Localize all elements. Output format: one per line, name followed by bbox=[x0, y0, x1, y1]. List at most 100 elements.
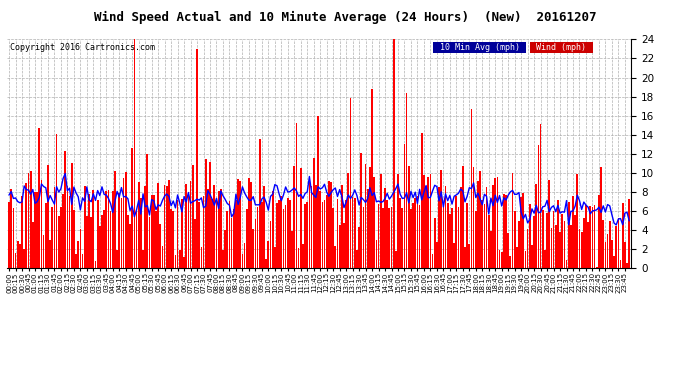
Bar bbox=[455, 196, 457, 268]
Bar bbox=[47, 165, 49, 268]
Bar bbox=[310, 186, 313, 268]
Bar bbox=[382, 208, 384, 268]
Bar bbox=[276, 203, 278, 268]
Bar bbox=[255, 219, 256, 268]
Bar bbox=[250, 182, 252, 268]
Bar bbox=[341, 185, 343, 268]
Bar bbox=[400, 198, 401, 268]
Bar bbox=[568, 202, 569, 268]
Bar bbox=[177, 200, 179, 268]
Bar bbox=[572, 196, 574, 268]
Bar bbox=[123, 178, 124, 268]
Bar bbox=[151, 195, 152, 268]
Bar bbox=[354, 198, 355, 268]
Bar bbox=[97, 200, 99, 268]
Bar bbox=[497, 177, 498, 268]
Bar bbox=[26, 183, 27, 268]
Bar bbox=[397, 174, 399, 268]
Bar bbox=[427, 177, 429, 268]
Bar bbox=[494, 178, 496, 268]
Bar bbox=[337, 200, 338, 268]
Bar bbox=[71, 163, 72, 268]
Bar bbox=[589, 206, 591, 268]
Bar bbox=[230, 217, 233, 268]
Bar bbox=[574, 215, 576, 268]
Bar bbox=[218, 191, 219, 268]
Bar bbox=[19, 244, 21, 268]
Bar bbox=[49, 240, 51, 268]
Bar bbox=[203, 196, 204, 268]
Bar bbox=[438, 187, 440, 268]
Bar bbox=[159, 224, 161, 268]
Bar bbox=[308, 182, 310, 268]
Bar bbox=[164, 185, 166, 268]
Bar bbox=[444, 186, 446, 268]
Bar bbox=[207, 189, 208, 268]
Bar bbox=[69, 196, 70, 268]
Bar bbox=[542, 210, 544, 268]
Bar bbox=[471, 109, 473, 268]
Bar bbox=[144, 186, 146, 268]
Bar bbox=[609, 222, 611, 268]
Bar bbox=[62, 194, 64, 268]
Bar bbox=[101, 215, 103, 268]
Bar bbox=[266, 259, 267, 268]
Bar bbox=[280, 196, 282, 268]
Bar bbox=[553, 211, 555, 268]
Bar bbox=[591, 207, 593, 268]
Bar bbox=[136, 210, 137, 268]
Bar bbox=[28, 173, 30, 268]
Bar bbox=[529, 204, 531, 268]
Bar bbox=[375, 240, 377, 268]
Bar bbox=[216, 198, 217, 268]
Bar bbox=[116, 250, 118, 268]
Bar bbox=[425, 186, 427, 268]
Bar bbox=[190, 181, 191, 268]
Bar bbox=[201, 247, 202, 268]
Bar bbox=[531, 245, 533, 268]
Bar bbox=[248, 178, 250, 268]
Bar bbox=[352, 197, 353, 268]
Bar bbox=[313, 158, 315, 268]
Bar bbox=[386, 200, 388, 268]
Bar bbox=[328, 181, 330, 268]
Bar bbox=[138, 182, 139, 268]
Bar bbox=[358, 227, 360, 268]
Bar bbox=[43, 235, 44, 268]
Bar bbox=[315, 186, 317, 268]
Bar bbox=[287, 198, 288, 268]
Bar bbox=[395, 251, 397, 268]
Bar bbox=[283, 209, 284, 268]
Bar bbox=[198, 202, 200, 268]
Bar bbox=[434, 218, 435, 268]
Bar bbox=[533, 216, 535, 268]
Bar bbox=[270, 220, 271, 268]
Bar bbox=[503, 195, 504, 268]
Bar bbox=[330, 182, 332, 268]
Bar bbox=[257, 207, 259, 268]
Bar bbox=[12, 208, 14, 268]
Bar bbox=[432, 254, 433, 268]
Bar bbox=[179, 250, 181, 268]
Bar bbox=[600, 167, 602, 268]
Bar bbox=[581, 232, 582, 268]
Bar bbox=[447, 203, 448, 268]
Bar bbox=[585, 204, 586, 268]
Bar bbox=[436, 242, 437, 268]
Bar bbox=[345, 200, 347, 268]
Bar bbox=[54, 187, 55, 268]
Bar bbox=[77, 241, 79, 268]
Bar bbox=[237, 179, 239, 268]
Bar bbox=[339, 225, 341, 268]
Bar bbox=[326, 195, 328, 268]
Bar bbox=[319, 191, 321, 268]
Bar bbox=[90, 217, 92, 268]
Bar bbox=[391, 207, 393, 268]
Bar bbox=[587, 222, 589, 268]
Bar bbox=[88, 194, 90, 268]
Bar bbox=[629, 199, 630, 268]
Bar bbox=[184, 256, 185, 268]
Bar bbox=[557, 200, 559, 268]
Bar bbox=[146, 154, 148, 268]
Bar bbox=[186, 184, 187, 268]
